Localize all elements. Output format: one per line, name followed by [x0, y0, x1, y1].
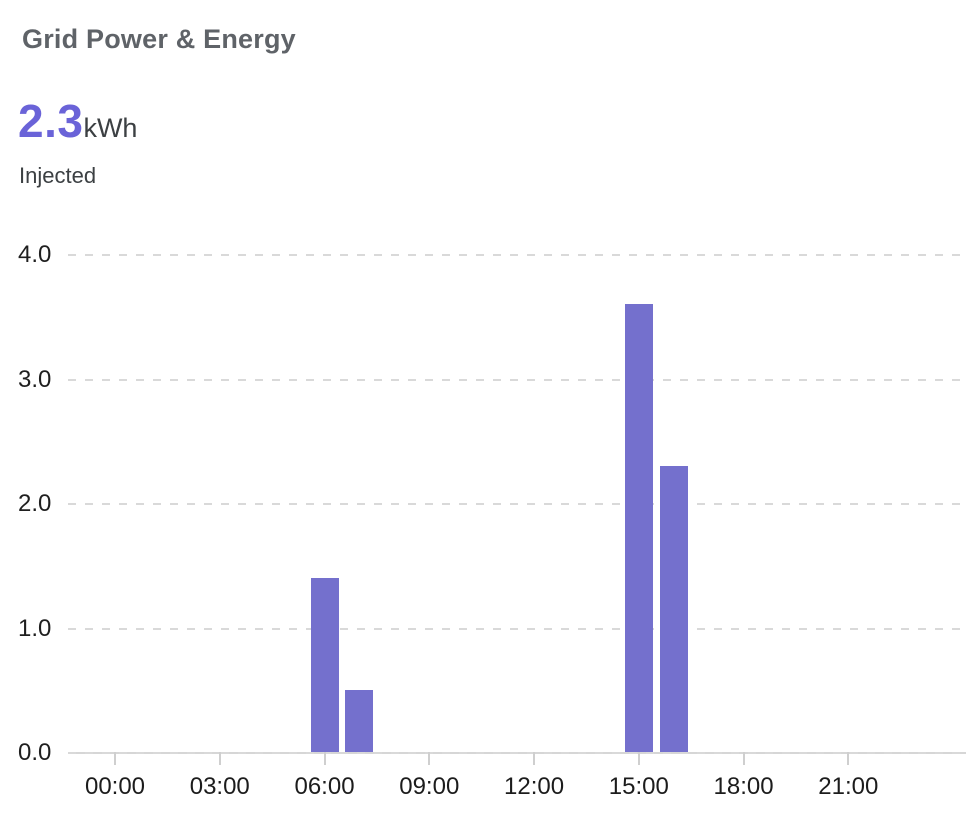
bar[interactable] — [659, 465, 688, 752]
y-gridline — [68, 627, 966, 630]
x-tick — [742, 752, 745, 765]
y-axis-label: 0.0 — [18, 739, 52, 766]
x-axis-label: 09:00 — [399, 773, 460, 800]
x-axis-label: 03:00 — [189, 773, 250, 800]
headline-value: 2.3 — [18, 95, 84, 147]
x-tick — [428, 752, 431, 765]
card-title: Grid Power & Energy — [22, 24, 296, 54]
y-gridline — [68, 254, 966, 256]
y-axis-label: 3.0 — [18, 365, 52, 393]
bar[interactable] — [310, 577, 339, 752]
y-gridline — [68, 752, 966, 754]
x-tick — [114, 752, 116, 765]
x-tick — [637, 752, 640, 765]
x-axis-label: 06:00 — [294, 773, 355, 800]
y-axis-label: 1.0 — [18, 614, 52, 642]
x-tick — [323, 752, 326, 765]
x-axis-label: 00:00 — [84, 773, 146, 800]
headline-value-row: 2.3 kWh — [18, 94, 137, 148]
headline-unit: kWh — [83, 113, 138, 143]
bar[interactable] — [345, 689, 374, 752]
x-axis-label: 15:00 — [608, 773, 669, 800]
x-tick — [218, 752, 221, 765]
y-axis-label: 4.0 — [18, 241, 52, 268]
x-axis-label: 18:00 — [713, 773, 774, 800]
y-gridline — [68, 503, 966, 505]
y-gridline — [68, 378, 966, 381]
bar[interactable] — [624, 303, 653, 752]
headline-label: Injected — [19, 163, 97, 188]
y-axis-label: 2.0 — [18, 490, 52, 517]
x-axis-label: 21:00 — [818, 773, 879, 800]
x-axis-label: 12:00 — [504, 773, 565, 800]
x-tick — [847, 752, 850, 765]
x-tick — [533, 752, 536, 765]
